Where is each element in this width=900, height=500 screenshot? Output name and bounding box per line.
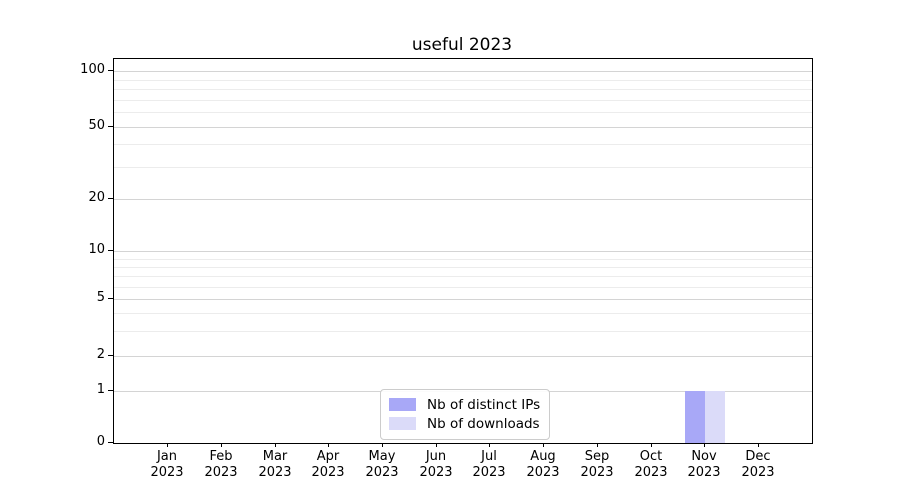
ytick-label-10: 10 (88, 242, 105, 257)
xtick-year: 2023 (419, 465, 453, 480)
xtick-label-jul: Jul 2023 (457, 449, 521, 481)
legend-label-downloads: Nb of downloads (427, 415, 540, 432)
gridline-minor-8 (114, 267, 812, 268)
xtick-mark-aug (543, 443, 544, 447)
xtick-label-sep: Sep 2023 (565, 449, 629, 481)
ytick-label-50: 50 (88, 118, 105, 133)
ytick-mark-0 (108, 442, 113, 443)
xtick-year: 2023 (150, 465, 184, 480)
gridline-major-10 (114, 251, 812, 252)
xtick-year: 2023 (741, 465, 775, 480)
gridline-minor-90 (114, 80, 812, 81)
ytick-label-5: 5 (96, 290, 105, 305)
ytick-mark-50 (108, 126, 113, 127)
xtick-mark-oct (651, 443, 652, 447)
xtick-mark-mar (275, 443, 276, 447)
xtick-year: 2023 (687, 465, 721, 480)
ytick-label-100: 100 (80, 62, 105, 77)
ytick-mark-100 (108, 70, 113, 71)
xtick-month: Jun (425, 449, 447, 464)
xtick-mark-sep (597, 443, 598, 447)
xtick-label-may: May 2023 (350, 449, 414, 481)
gridline-minor-80 (114, 89, 812, 90)
xtick-label-apr: Apr 2023 (296, 449, 360, 481)
xtick-mark-dec (758, 443, 759, 447)
xtick-month: May (368, 449, 396, 464)
legend: Nb of distinct IPs Nb of downloads (380, 389, 551, 440)
legend-row-downloads: Nb of downloads (389, 414, 540, 433)
xtick-label-mar: Mar 2023 (243, 449, 307, 481)
xtick-month: Jul (481, 449, 497, 464)
plot-area (113, 58, 813, 444)
xtick-month: Aug (530, 449, 556, 464)
gridline-minor-9 (114, 259, 812, 260)
bar-nov-downloads (705, 390, 726, 443)
gridline-minor-30 (114, 167, 812, 168)
xtick-month: Feb (209, 449, 233, 464)
gridline-minor-4 (114, 313, 812, 314)
legend-swatch-distinct-ips-icon (389, 398, 416, 411)
gridline-minor-60 (114, 112, 812, 113)
legend-swatch-downloads-icon (389, 417, 416, 430)
xtick-mark-jan (167, 443, 168, 447)
xtick-label-jun: Jun 2023 (404, 449, 468, 481)
xtick-label-jan: Jan 2023 (135, 449, 199, 481)
legend-row-distinct-ips: Nb of distinct IPs (389, 395, 540, 414)
xtick-mark-jun (436, 443, 437, 447)
ytick-mark-20 (108, 198, 113, 199)
xtick-month: Oct (639, 449, 663, 464)
xtick-year: 2023 (258, 465, 292, 480)
xtick-month: Sep (584, 449, 610, 464)
xtick-month: Jan (156, 449, 178, 464)
gridline-major-5 (114, 299, 812, 300)
ytick-mark-5 (108, 298, 113, 299)
xtick-mark-nov (704, 443, 705, 447)
legend-label-distinct-ips: Nb of distinct IPs (427, 396, 541, 413)
chart-title: useful 2023 (411, 35, 513, 55)
gridline-major-2 (114, 356, 812, 357)
xtick-label-feb: Feb 2023 (189, 449, 253, 481)
ytick-mark-10 (108, 250, 113, 251)
xtick-label-aug: Aug 2023 (511, 449, 575, 481)
gridline-minor-7 (114, 276, 812, 277)
ytick-label-2: 2 (96, 347, 105, 362)
xtick-month: Apr (316, 449, 340, 464)
ytick-mark-1 (108, 390, 113, 391)
xtick-mark-apr (328, 443, 329, 447)
ytick-label-0: 0 (96, 434, 105, 449)
gridline-major-20 (114, 199, 812, 200)
gridline-minor-40 (114, 144, 812, 145)
xtick-year: 2023 (311, 465, 345, 480)
gridline-minor-3 (114, 331, 812, 332)
gridline-major-100 (114, 71, 812, 72)
ytick-label-1: 1 (96, 382, 105, 397)
xtick-label-dec: Dec 2023 (726, 449, 790, 481)
xtick-month: Mar (262, 449, 288, 464)
xtick-year: 2023 (365, 465, 399, 480)
xtick-year: 2023 (204, 465, 238, 480)
xtick-label-nov: Nov 2023 (672, 449, 736, 481)
xtick-mark-may (382, 443, 383, 447)
bar-nov-distinct-ips (685, 390, 706, 443)
gridline-minor-70 (114, 100, 812, 101)
xtick-year: 2023 (526, 465, 560, 480)
gridline-minor-6 (114, 287, 812, 288)
xtick-label-oct: Oct 2023 (619, 449, 683, 481)
xtick-month: Dec (745, 449, 771, 464)
ytick-label-20: 20 (88, 190, 105, 205)
xtick-year: 2023 (472, 465, 506, 480)
ytick-mark-2 (108, 355, 113, 356)
xtick-mark-jul (489, 443, 490, 447)
gridline-major-50 (114, 127, 812, 128)
xtick-month: Nov (691, 449, 717, 464)
xtick-mark-feb (221, 443, 222, 447)
xtick-year: 2023 (580, 465, 614, 480)
xtick-year: 2023 (634, 465, 668, 480)
